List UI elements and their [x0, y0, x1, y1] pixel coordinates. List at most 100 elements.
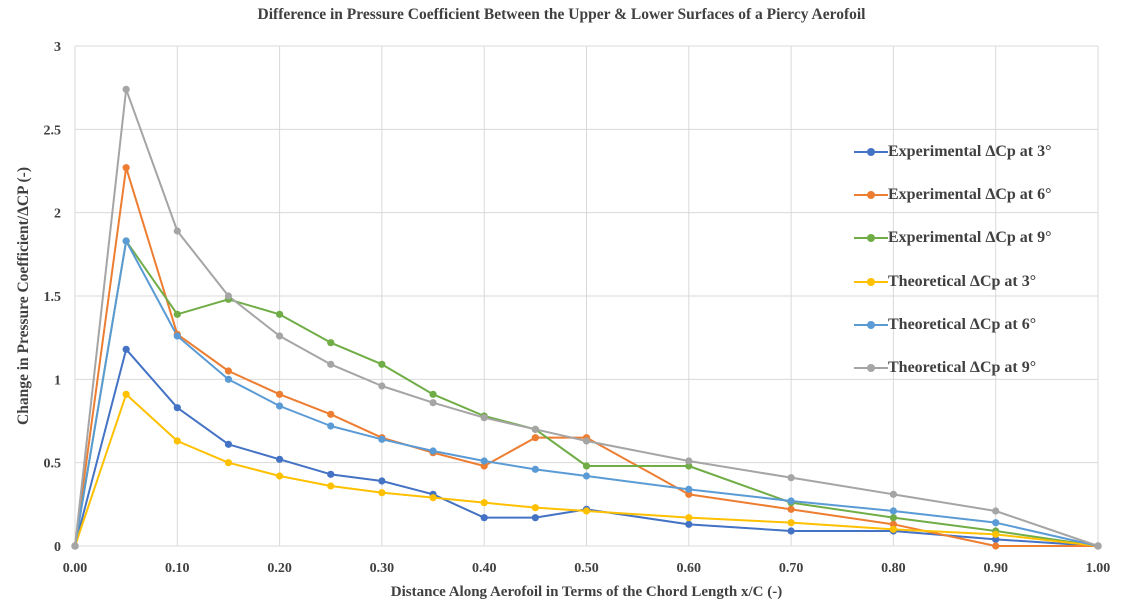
- x-tick-label: 0.70: [779, 561, 804, 576]
- y-tick-label: 0.5: [44, 457, 62, 472]
- data-point: [173, 227, 181, 235]
- data-point: [685, 462, 693, 470]
- x-axis-label: Distance Along Aerofoil in Terms of the …: [390, 584, 783, 600]
- data-point: [582, 472, 591, 480]
- legend-item: Experimental ΔCp at 3°: [854, 130, 1052, 173]
- series-points: [71, 85, 1102, 550]
- data-point: [224, 367, 233, 375]
- y-tick-label: 2: [54, 207, 61, 222]
- series-lines: [74, 88, 1099, 547]
- x-tick-label: 0.90: [983, 561, 1008, 576]
- data-point: [685, 457, 693, 465]
- series-line-4: [74, 393, 1099, 547]
- data-point: [992, 507, 1000, 515]
- data-point: [889, 514, 898, 522]
- y-tick-labels: 0 0.5 1 1.5 2 2.5 3: [44, 40, 62, 555]
- x-tick-label: 0.00: [63, 561, 88, 576]
- legend-item: Theoretical ΔCp at 3°: [854, 260, 1052, 303]
- data-point: [685, 514, 693, 522]
- data-point: [378, 382, 386, 390]
- data-point: [992, 535, 1000, 543]
- series-line-5: [74, 240, 1099, 547]
- legend-item: Experimental ΔCp at 9°: [854, 217, 1052, 260]
- data-point: [787, 505, 795, 513]
- data-point: [71, 542, 79, 550]
- series-line-6: [74, 88, 1099, 547]
- data-point: [889, 507, 898, 515]
- data-point: [224, 292, 233, 300]
- data-point: [582, 462, 591, 470]
- data-point: [1094, 542, 1102, 550]
- data-point: [327, 482, 335, 490]
- data-point: [685, 490, 693, 498]
- legend-label: Experimental ΔCp at 9°: [888, 229, 1052, 247]
- data-point: [224, 440, 233, 448]
- legend-label: Experimental ΔCp at 3°: [888, 142, 1052, 160]
- x-tick-label: 0.20: [267, 561, 292, 576]
- data-point: [889, 490, 898, 498]
- data-point: [992, 519, 1000, 527]
- data-point: [224, 375, 233, 383]
- legend-item: Theoretical ΔCp at 9°: [854, 346, 1052, 389]
- data-point: [531, 504, 539, 512]
- data-point: [992, 530, 1000, 538]
- chart-title: Difference in Pressure Coefficient Betwe…: [257, 6, 866, 23]
- data-point: [685, 485, 693, 493]
- data-point: [889, 525, 898, 533]
- data-point: [531, 514, 539, 522]
- legend-swatch: [854, 362, 888, 374]
- data-point: [685, 520, 693, 528]
- y-tick-label: 2.5: [44, 123, 62, 138]
- data-point: [992, 542, 1000, 550]
- data-point: [378, 489, 386, 497]
- data-point: [173, 332, 181, 340]
- data-point: [429, 390, 437, 398]
- data-point: [429, 447, 437, 455]
- data-point: [889, 520, 898, 528]
- x-tick-labels: 0.00 0.10 0.20 0.30 0.40 0.50 0.60 0.70 0.80 0.90…: [63, 561, 1111, 576]
- x-tick-label: 0.10: [165, 561, 190, 576]
- y-tick-label: 1.5: [44, 290, 62, 305]
- data-point: [327, 410, 335, 418]
- data-point: [276, 402, 284, 410]
- x-tick-label: 0.40: [472, 561, 497, 576]
- x-tick-label: 0.80: [881, 561, 906, 576]
- x-tick-label: 1.00: [1086, 561, 1111, 576]
- data-point: [224, 459, 233, 467]
- series-line-3: [74, 240, 1099, 547]
- x-tick-label: 0.30: [370, 561, 395, 576]
- data-point: [480, 499, 488, 507]
- data-point: [327, 360, 335, 368]
- legend-swatch: [854, 319, 888, 331]
- legend-item: Experimental ΔCp at 6°: [854, 173, 1052, 216]
- y-tick-label: 3: [54, 40, 61, 55]
- data-point: [276, 390, 284, 398]
- data-point: [582, 437, 591, 445]
- legend-swatch: [854, 232, 888, 244]
- data-point: [327, 470, 335, 478]
- data-point: [122, 164, 130, 172]
- legend-label: Theoretical ΔCp at 9°: [888, 359, 1037, 377]
- x-tick-label: 0.50: [574, 561, 599, 576]
- data-point: [531, 434, 539, 442]
- data-point: [480, 514, 488, 522]
- legend-swatch: [854, 276, 888, 288]
- data-point: [787, 474, 795, 482]
- data-point: [122, 390, 130, 398]
- legend-item: Theoretical ΔCp at 6°: [854, 303, 1052, 346]
- legend-label: Theoretical ΔCp at 6°: [888, 315, 1037, 333]
- y-tick-label: 0: [54, 540, 61, 555]
- data-point: [122, 237, 130, 245]
- series-line-1: [74, 348, 1099, 547]
- data-point: [378, 477, 386, 485]
- gridlines: [74, 45, 1099, 547]
- data-point: [787, 497, 795, 505]
- legend-swatch: [854, 189, 888, 201]
- data-point: [787, 527, 795, 535]
- data-point: [378, 360, 386, 368]
- legend-label: Theoretical ΔCp at 3°: [888, 272, 1037, 290]
- data-point: [582, 507, 591, 515]
- data-point: [276, 310, 284, 318]
- data-point: [173, 310, 181, 318]
